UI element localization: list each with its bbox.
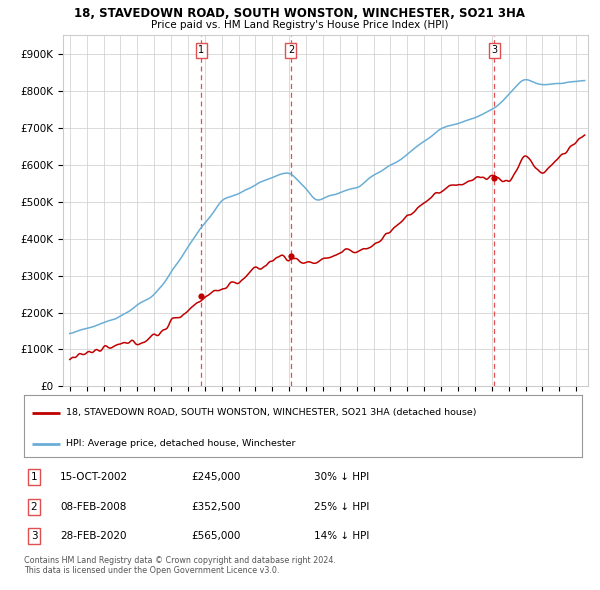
Text: 30% ↓ HPI: 30% ↓ HPI [314,472,370,482]
Text: HPI: Average price, detached house, Winchester: HPI: Average price, detached house, Winc… [66,439,295,448]
Text: 18, STAVEDOWN ROAD, SOUTH WONSTON, WINCHESTER, SO21 3HA: 18, STAVEDOWN ROAD, SOUTH WONSTON, WINCH… [74,7,526,20]
Text: 28-FEB-2020: 28-FEB-2020 [60,532,127,542]
Text: 1: 1 [31,472,37,482]
Text: 1: 1 [198,45,205,55]
Text: 2: 2 [288,45,294,55]
Text: 14% ↓ HPI: 14% ↓ HPI [314,532,370,542]
Text: 3: 3 [491,45,497,55]
Text: 18, STAVEDOWN ROAD, SOUTH WONSTON, WINCHESTER, SO21 3HA (detached house): 18, STAVEDOWN ROAD, SOUTH WONSTON, WINCH… [66,408,476,417]
Text: 2: 2 [31,502,37,512]
Text: £245,000: £245,000 [191,472,241,482]
Text: £565,000: £565,000 [191,532,241,542]
Text: Price paid vs. HM Land Registry's House Price Index (HPI): Price paid vs. HM Land Registry's House … [151,20,449,30]
Text: 25% ↓ HPI: 25% ↓ HPI [314,502,370,512]
Text: 08-FEB-2008: 08-FEB-2008 [60,502,127,512]
Text: £352,500: £352,500 [191,502,241,512]
Text: 15-OCT-2002: 15-OCT-2002 [60,472,128,482]
Text: 3: 3 [31,532,37,542]
Text: Contains HM Land Registry data © Crown copyright and database right 2024.
This d: Contains HM Land Registry data © Crown c… [24,556,336,575]
